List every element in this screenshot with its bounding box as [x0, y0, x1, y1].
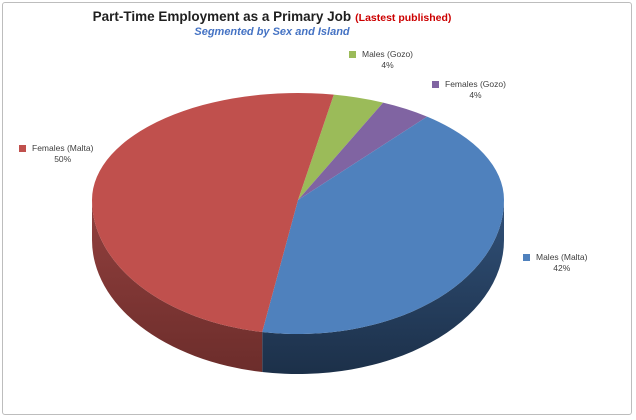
data-label-percent: 4% — [381, 60, 394, 70]
data-label-males-gozo: Males (Gozo) 4% — [349, 49, 413, 71]
data-label-name: Females (Malta) — [32, 143, 94, 153]
data-label-percent: 50% — [54, 154, 72, 164]
legend-marker-males-malta — [523, 254, 530, 261]
chart-title-text: Part-Time Employment as a Primary Job — [92, 9, 352, 24]
pie-side-males-malta[interactable] — [262, 200, 505, 375]
data-label-name: Males (Gozo) — [362, 49, 414, 59]
data-label-females-malta: Females (Malta) 50% — [19, 143, 93, 165]
legend-marker-females-malta — [19, 145, 26, 152]
pie-side-females-malta[interactable] — [91, 200, 263, 372]
pie-slice-males-gozo[interactable] — [298, 94, 384, 200]
data-label-males-malta: Males (Malta) 42% — [523, 252, 587, 274]
legend-marker-males-gozo — [349, 51, 356, 58]
pie-slice-males-malta[interactable] — [262, 116, 504, 335]
data-label-name: Males (Malta) — [536, 252, 588, 262]
chart-subtitle: Segmented by Sex and Island — [194, 26, 350, 38]
chart-title-note: (Lastest published) — [355, 12, 452, 24]
pie-slice-females-malta[interactable] — [91, 92, 334, 333]
chart-title: Part-Time Employment as a Primary Job (La… — [0, 9, 544, 24]
data-label-percent: 4% — [469, 90, 482, 100]
data-label-name: Females (Gozo) — [445, 79, 506, 89]
legend-marker-females-gozo — [432, 81, 439, 88]
pie-slice-females-gozo[interactable] — [298, 102, 428, 200]
data-label-females-gozo: Females (Gozo) 4% — [432, 79, 506, 101]
data-label-percent: 42% — [553, 263, 571, 273]
